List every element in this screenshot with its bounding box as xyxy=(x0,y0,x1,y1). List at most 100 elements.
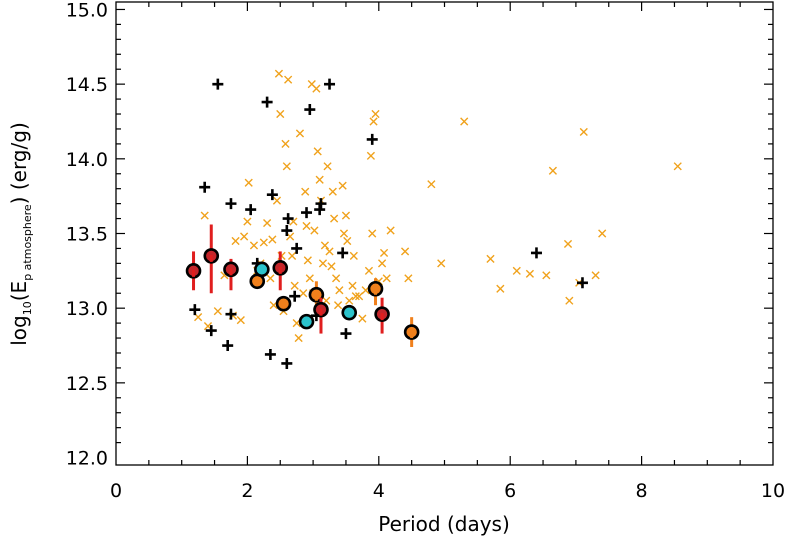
x-marker-75 xyxy=(379,248,389,258)
x-marker-7 xyxy=(236,316,245,325)
x-marker-71 xyxy=(369,117,378,126)
plus-marker-13 xyxy=(282,213,294,225)
x-marker-3 xyxy=(213,307,222,316)
plus-marker-14 xyxy=(281,357,293,369)
x-marker-17 xyxy=(268,235,277,244)
x-marker-74 xyxy=(377,259,387,268)
x-marker-51 xyxy=(327,262,336,271)
plus-marker-24 xyxy=(340,328,352,340)
x-marker-33 xyxy=(295,129,305,138)
x-marker-70 xyxy=(368,229,377,238)
x-tick-label-1: 2 xyxy=(241,480,253,502)
axis-ticks xyxy=(116,2,773,465)
x-marker-87 xyxy=(542,271,551,280)
x-marker-92 xyxy=(579,127,588,137)
x-marker-16 xyxy=(266,274,275,283)
x-marker-25 xyxy=(282,162,291,171)
plus-marker-16 xyxy=(291,242,303,254)
x-marker-93 xyxy=(591,271,600,280)
x-marker-88 xyxy=(548,166,557,175)
plus-marker-27 xyxy=(576,277,588,289)
plus-marker-10 xyxy=(264,348,276,360)
x-marker-76 xyxy=(382,274,391,283)
x-marker-66 xyxy=(358,314,367,323)
x-marker-80 xyxy=(427,180,436,189)
x-marker-78 xyxy=(400,247,410,256)
plus-marker-2 xyxy=(205,325,217,337)
plus-marker-20 xyxy=(314,204,326,216)
plus-marker-21 xyxy=(315,198,327,210)
x-marker-77 xyxy=(386,226,395,235)
x-marker-95 xyxy=(673,162,682,171)
x-marker-21 xyxy=(276,109,285,119)
x-marker-24 xyxy=(281,139,290,148)
x-marker-64 xyxy=(351,292,360,301)
x-tick-label-4: 8 xyxy=(636,480,648,502)
plus-marker-4 xyxy=(222,340,234,352)
x-marker-94 xyxy=(598,229,607,238)
x-marker-15 xyxy=(263,218,272,228)
y-tick-label-3: 13.5 xyxy=(66,224,108,246)
x-tick-label-3: 6 xyxy=(504,480,516,502)
y-tick-labels: 12.0 12.5 13.0 13.5 14.0 14.5 15.0 xyxy=(66,0,108,470)
x-marker-50 xyxy=(325,247,334,256)
x-marker-8 xyxy=(240,232,249,241)
x-marker-56 xyxy=(335,286,344,295)
plus-marker-18 xyxy=(304,104,316,116)
x-marker-42 xyxy=(312,84,321,93)
x-tick-labels: 0 2 4 6 8 10 xyxy=(110,480,785,502)
y-tick-label-6: 15.0 xyxy=(66,0,108,21)
plus-marker-9 xyxy=(261,96,273,108)
x-marker-57 xyxy=(338,181,347,190)
x-marker-72 xyxy=(371,109,380,119)
x-marker-85 xyxy=(512,266,521,275)
x-marker-9 xyxy=(243,217,252,226)
x-marker-34 xyxy=(299,289,308,298)
x-marker-82 xyxy=(460,117,469,126)
plus-marker-6 xyxy=(225,308,237,320)
x-marker-44 xyxy=(315,175,324,184)
x-marker-86 xyxy=(525,269,535,278)
x-marker-38 xyxy=(305,274,314,283)
y-label-open: (E xyxy=(7,281,31,301)
plus-marker-25 xyxy=(366,133,378,145)
x-marker-59 xyxy=(341,211,351,220)
plot-frame xyxy=(115,1,774,466)
plus-marker-15 xyxy=(289,290,301,302)
x-marker-32 xyxy=(294,333,303,343)
y-label-prefix-sub: 10 xyxy=(21,301,34,315)
x-marker-14 xyxy=(259,238,268,247)
x-marker-30 xyxy=(290,281,299,290)
x-tick-label-0: 0 xyxy=(110,480,122,502)
circle-marker-7 xyxy=(298,313,315,330)
x-marker-79 xyxy=(404,274,413,283)
x-marker-89 xyxy=(563,239,573,249)
plus-marker-11 xyxy=(266,189,278,201)
y-label-close: ) (erg/g) xyxy=(7,122,31,204)
x-marker-37 xyxy=(303,256,312,265)
x-marker-55 xyxy=(333,301,343,310)
x-marker-53 xyxy=(330,214,339,223)
circle-marker-4 xyxy=(254,261,270,278)
x-marker-11 xyxy=(249,241,259,250)
plus-marker-17 xyxy=(301,207,313,219)
x-marker-84 xyxy=(496,284,505,293)
x-marker-19 xyxy=(272,196,282,205)
x-marker-61 xyxy=(345,296,354,305)
x-marker-69 xyxy=(366,151,376,160)
series-orange-x xyxy=(194,69,682,343)
x-marker-10 xyxy=(244,178,253,187)
y-tick-label-2: 13.0 xyxy=(66,298,108,320)
plus-marker-22 xyxy=(324,78,336,90)
circle-marker-10 xyxy=(341,304,358,321)
x-marker-20 xyxy=(274,69,284,78)
x-marker-62 xyxy=(348,281,357,290)
x-marker-46 xyxy=(318,259,328,268)
y-axis-label: log10(Ep atmosphere) (erg/g) xyxy=(7,122,34,346)
y-tick-label-1: 12.5 xyxy=(66,373,108,395)
y-label-prefix: log xyxy=(7,315,31,346)
x-marker-52 xyxy=(328,187,337,196)
x-marker-6 xyxy=(231,236,240,246)
x-marker-41 xyxy=(310,226,319,235)
x-marker-0 xyxy=(200,211,209,220)
